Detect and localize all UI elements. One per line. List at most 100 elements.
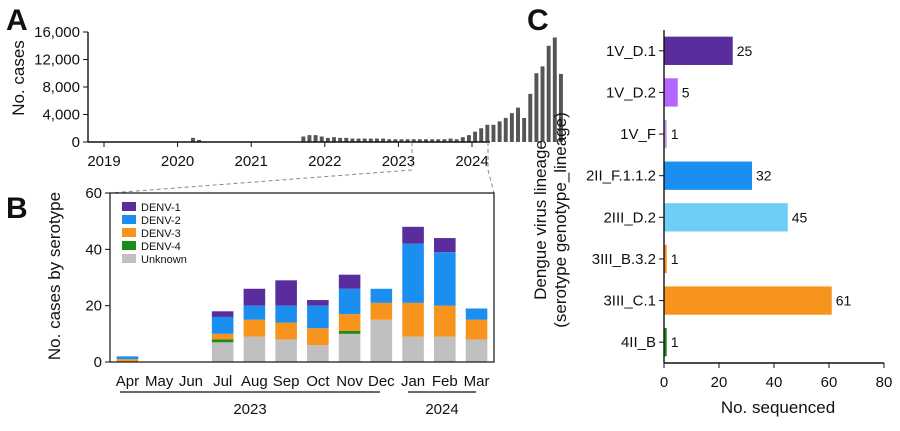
panel-c-category-label: 2II_F.1.1.2 xyxy=(586,168,656,185)
panel-c-value-label: 5 xyxy=(682,84,690,100)
panel-b-legend-label: Unknown xyxy=(141,254,187,266)
panel-b-bar-segment xyxy=(211,333,234,340)
panel-a-bar xyxy=(540,66,545,142)
panel-b-bar-segment xyxy=(402,302,424,337)
panel-c-bar xyxy=(664,286,832,315)
panel-a-bar xyxy=(430,139,435,142)
panel-b-xtick-label: Dec xyxy=(368,373,395,390)
panel-c-category-label: 1V_D.1 xyxy=(606,43,656,60)
panel-b-xticks: Apr May Jun Jul Aug Sep Oct Nov Dec Jan Feb Mar xyxy=(116,373,490,390)
panel-a-xtick-label: 2022 xyxy=(308,153,341,170)
panel-b-bar-segment xyxy=(370,302,393,320)
panel-a-bar xyxy=(338,137,343,142)
panel-c-xtick-label: 60 xyxy=(821,374,838,391)
panel-b-ytick-label: 60 xyxy=(85,185,102,202)
panel-c-category-label: 3III_B.3.2 xyxy=(592,251,656,268)
panel-b-ytick-label: 40 xyxy=(85,241,102,258)
panel-a-bar xyxy=(344,137,349,142)
panel-b-bar-segment xyxy=(243,305,266,320)
panel-b-bar-segment xyxy=(307,345,329,362)
panel-b-legend-swatch xyxy=(122,254,136,263)
panel-b-bar-segment xyxy=(116,359,139,362)
panel-a-bar xyxy=(362,138,367,142)
panel-b-xtick-label: Oct xyxy=(306,373,330,390)
panel-c-category-label: 2III_D.2 xyxy=(603,209,656,226)
panel-a-bar xyxy=(374,138,379,142)
panel-b-bars xyxy=(116,226,488,362)
panel-a-bar xyxy=(319,136,324,142)
panel-a-bar xyxy=(436,139,441,142)
panel-a-bar xyxy=(546,45,551,142)
panel-a-bar xyxy=(448,138,453,142)
panel-a-bar xyxy=(387,139,392,142)
panel-b-bar-segment xyxy=(338,288,361,315)
panel-c-value-label: 1 xyxy=(671,334,679,350)
panel-b-bar-segment xyxy=(211,342,234,362)
panel-c-value-label: 25 xyxy=(737,43,753,59)
panel-c-xtick-label: 0 xyxy=(660,374,668,391)
panel-b-bar-segment xyxy=(211,339,234,343)
panel-c-xtick-label: 20 xyxy=(711,374,728,391)
panel-b-bar-segment xyxy=(338,274,361,289)
panel-a-ylabel: No. cases xyxy=(9,40,28,116)
panel-b-bar-segment xyxy=(370,288,393,303)
panel-a-ytick-label: 0 xyxy=(72,134,80,151)
panel-c-categories: 1V_D.1 1V_D.2 1V_F 2II_F.1.1.2 2III_D.2 3III_… xyxy=(586,43,664,351)
panel-a-bar xyxy=(558,73,563,142)
panel-a-bar xyxy=(424,139,428,142)
panel-a-bar xyxy=(460,137,465,142)
panel-b-bar-segment xyxy=(434,336,456,362)
panel-c-bar xyxy=(664,119,667,149)
panel-b-xtick-label: Jul xyxy=(213,373,232,390)
panel-b-bar-segment xyxy=(307,300,329,306)
panel-a-bar xyxy=(307,135,312,142)
panel-c-ylabel-line2: (serotype genotype_lineage) xyxy=(551,112,570,327)
panel-c-category-label: 1V_D.2 xyxy=(606,84,656,101)
panel-a-bar xyxy=(393,139,398,142)
panel-c-bar xyxy=(664,36,733,65)
panel-b-bar-segment xyxy=(211,316,234,334)
panel-a-ytick-label: 12,000 xyxy=(34,52,80,69)
panel-a-xtick-label: 2024 xyxy=(455,153,488,170)
panel-a-bar xyxy=(509,113,514,142)
year-label-2023: 2023 xyxy=(233,401,266,418)
zoom-connectors xyxy=(109,142,495,194)
panel-b-bar-segment xyxy=(307,305,329,329)
panel-a-bar xyxy=(497,121,502,142)
panel-b-bar-segment xyxy=(211,311,234,317)
panel-b-legend-swatch xyxy=(122,202,136,211)
panel-c-value-label: 61 xyxy=(836,293,852,309)
panel-b-xtick-label: Feb xyxy=(432,373,458,390)
panel-b-ytick-label: 0 xyxy=(94,354,102,371)
panel-c-value-label: 45 xyxy=(792,209,808,225)
panel-c-value-label: 1 xyxy=(671,251,679,267)
panel-b-bar-segment xyxy=(434,305,456,337)
panel-b-chart: No. cases by serotype 0 20 40 60 Apr May Jun J… xyxy=(45,185,495,418)
panel-c-bar xyxy=(664,78,678,107)
panel-b-bar-segment xyxy=(370,319,393,362)
panel-a-bar xyxy=(411,139,416,142)
panel-c-bars: 25 5 1 32 45 1 61 1 xyxy=(664,36,852,357)
panel-b-letter: B xyxy=(6,192,28,225)
panel-a-bar xyxy=(552,37,557,142)
panel-b-bar-segment xyxy=(402,336,424,362)
panel-c-category-label: 3III_C.1 xyxy=(603,293,656,310)
panel-a-letter: A xyxy=(6,4,28,37)
panel-a-bar xyxy=(313,135,318,142)
panel-a-bar xyxy=(466,135,471,142)
panel-a-bar xyxy=(516,107,520,142)
panel-a-bar xyxy=(332,137,336,142)
panel-c-category-label: 1V_F xyxy=(620,126,656,143)
panel-b-xtick-label: Apr xyxy=(116,373,139,390)
panel-a-ytick-label: 16,000 xyxy=(34,24,80,41)
panel-b-xtick-label: Mar xyxy=(464,373,490,390)
panel-a-bar xyxy=(454,139,459,142)
panel-a-bar xyxy=(473,131,478,142)
panel-a-bar xyxy=(190,137,195,142)
panel-b-legend-label: DENV-1 xyxy=(141,202,181,214)
panel-b-xtick-label: Sep xyxy=(273,373,300,390)
panel-b-xtick-label: Jan xyxy=(401,373,425,390)
panel-a-bar xyxy=(325,137,330,142)
